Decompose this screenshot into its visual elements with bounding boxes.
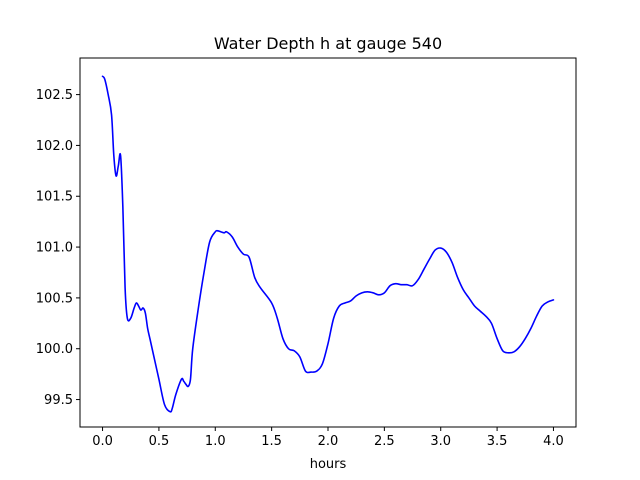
x-tick-label: 0.5 — [149, 434, 170, 449]
x-tick-label: 3.0 — [430, 434, 451, 449]
y-tick-label: 102.0 — [36, 139, 73, 154]
x-tick-label: 1.0 — [205, 434, 226, 449]
y-tick-label: 100.0 — [36, 342, 73, 357]
x-tick-label: 3.5 — [487, 434, 508, 449]
x-axis-label: hours — [310, 457, 347, 472]
chart-title: Water Depth h at gauge 540 — [214, 34, 442, 53]
series-layer — [101, 75, 555, 413]
y-axis-ticks: 99.5 100.0 100.5 101.0 101.5 102.0 102.5 — [36, 88, 80, 408]
x-tick-label: 1.5 — [261, 434, 282, 449]
x-tick-label: 0.0 — [92, 434, 113, 449]
plot-frame — [79, 57, 577, 428]
x-tick-label: 4.0 — [543, 434, 564, 449]
series-line-0 — [101, 75, 555, 413]
y-tick-label: 99.5 — [44, 393, 73, 408]
plot-area — [80, 58, 576, 427]
y-tick-label: 101.5 — [36, 190, 73, 205]
x-axis-ticks: 0.0 0.5 1.0 1.5 2.0 2.5 3.0 3.5 4.0 — [92, 427, 564, 449]
y-tick-label: 100.5 — [36, 291, 73, 306]
x-tick-label: 2.0 — [318, 434, 339, 449]
x-tick-label: 2.5 — [374, 434, 395, 449]
y-tick-label: 101.0 — [36, 241, 73, 256]
y-tick-label: 102.5 — [36, 88, 73, 103]
